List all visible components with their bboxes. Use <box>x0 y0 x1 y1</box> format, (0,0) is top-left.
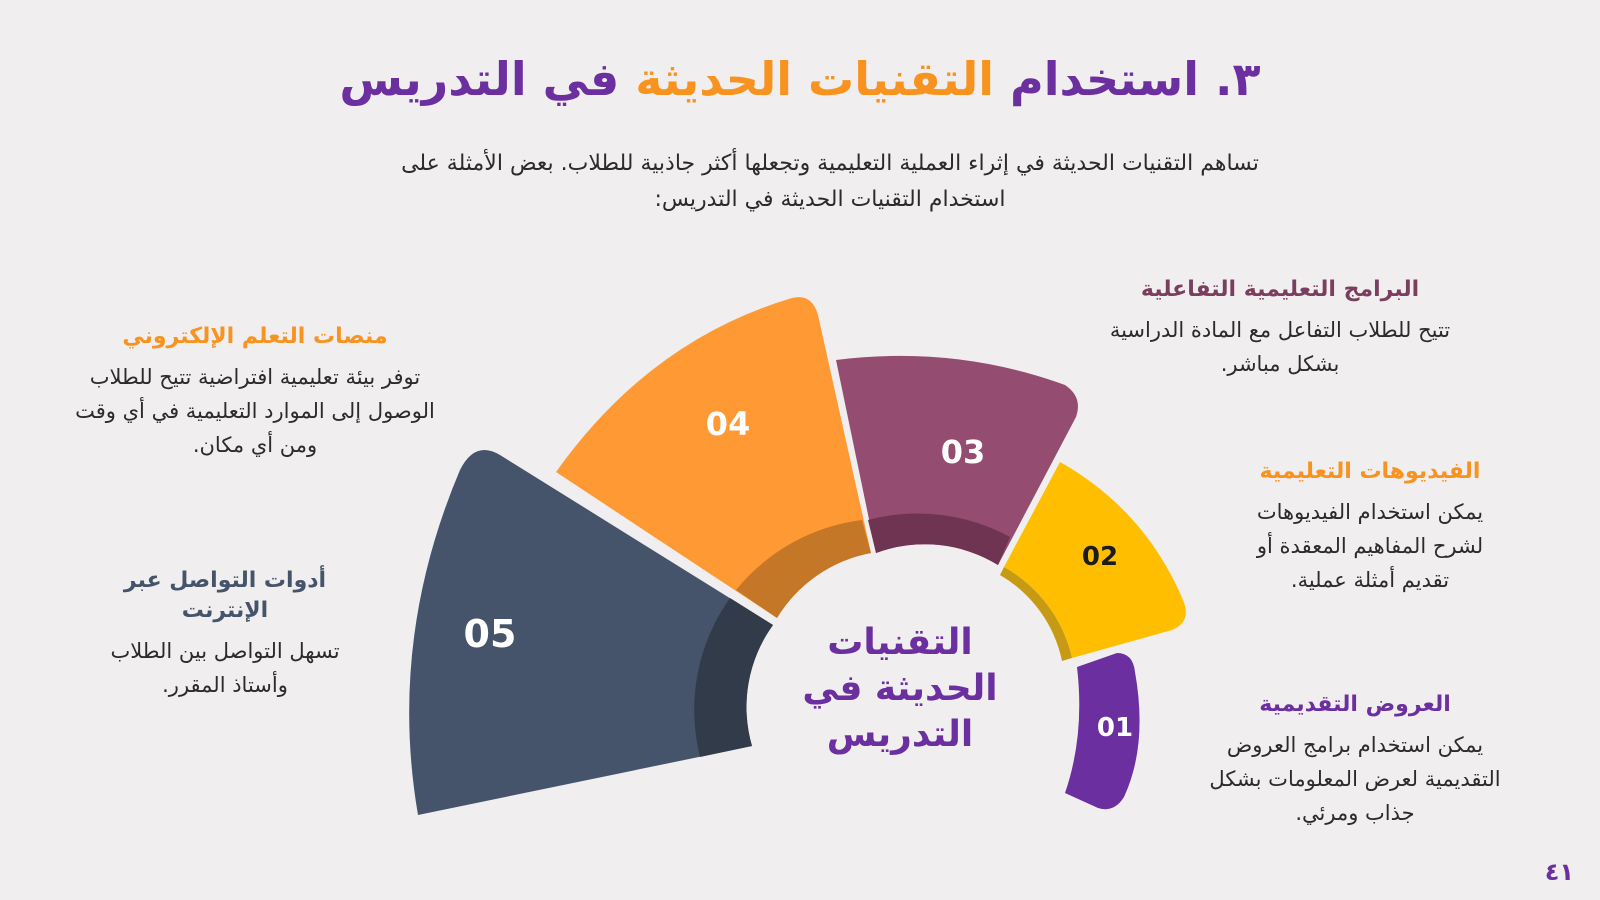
block-01-heading: العروض التقديمية <box>1259 692 1451 717</box>
block-03-heading: البرامج التعليمية التفاعلية <box>1140 277 1420 302</box>
segment-05-inner-band <box>694 598 773 757</box>
block-01-text: يمكن استخدام برامج العروض التقديمية لعرض… <box>1209 733 1501 825</box>
segment-02-inner-band <box>1000 567 1072 661</box>
segment-05-number: 05 <box>463 612 517 656</box>
block-05: أدوات التواصل عبر الإنترنت تسهل التواصل … <box>90 566 360 702</box>
segment-03-number: 03 <box>940 433 986 471</box>
block-02-text: يمكن استخدام الفيديوهات لشرح المفاهيم ال… <box>1256 500 1484 592</box>
center-label-line-1: التقنيات <box>827 622 973 663</box>
segment-03 <box>836 355 1078 565</box>
title-prefix: ٣. استخدام <box>1010 52 1261 106</box>
segment-03-inner-band <box>868 513 1010 565</box>
block-05-text: تسهل التواصل بين الطلاب وأستاذ المقرر. <box>110 639 340 697</box>
segment-02 <box>1004 462 1186 658</box>
segment-01-number: 01 <box>1096 713 1134 743</box>
center-label: التقنيات الحديثة في التدريس <box>775 620 1025 758</box>
title-highlight: التقنيات الحديثة <box>635 52 994 106</box>
block-03: البرامج التعليمية التفاعلية تتيح للطلاب … <box>1100 275 1460 381</box>
segment-04 <box>556 297 871 618</box>
block-01: العروض التقديمية يمكن استخدام برامج العر… <box>1190 690 1520 830</box>
block-04: منصات التعلم الإلكتروني توفر بيئة تعليمي… <box>60 322 450 462</box>
block-04-heading: منصات التعلم الإلكتروني <box>122 324 388 349</box>
block-02-heading: الفيديوهات التعليمية <box>1259 459 1481 484</box>
block-03-text: تتيح للطلاب التفاعل مع المادة الدراسية ب… <box>1109 318 1451 376</box>
segment-04-number: 04 <box>705 405 751 443</box>
segment-05 <box>409 450 773 815</box>
block-04-text: توفر بيئة تعليمية افتراضية تتيح للطلاب ا… <box>75 365 435 457</box>
title-suffix: في التدريس <box>339 52 620 106</box>
center-label-line-2: الحديثة في <box>802 668 998 709</box>
page-number: ٤١ <box>1544 858 1574 886</box>
center-label-line-3: التدريس <box>826 714 974 755</box>
intro-paragraph: تساهم التقنيات الحديثة في إثراء العملية … <box>401 151 1259 212</box>
segment-04-inner-band <box>736 520 871 618</box>
page-title: ٣. استخدام التقنيات الحديثة في التدريس <box>0 52 1600 106</box>
block-02: الفيديوهات التعليمية يمكن استخدام الفيدي… <box>1230 457 1510 597</box>
segment-02-number: 02 <box>1081 542 1119 572</box>
segment-01 <box>1065 653 1140 810</box>
block-05-heading: أدوات التواصل عبر الإنترنت <box>123 568 327 623</box>
